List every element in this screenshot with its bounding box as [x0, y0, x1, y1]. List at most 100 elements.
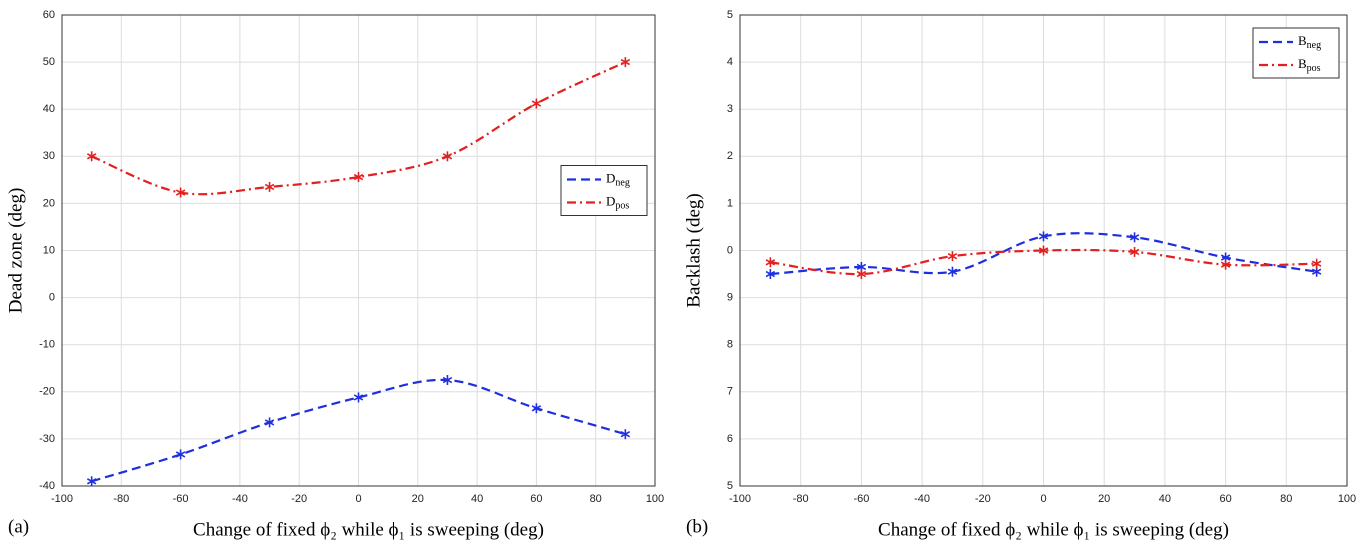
marker — [765, 269, 776, 280]
legend-subscript: pos — [1307, 63, 1321, 74]
marker — [175, 187, 186, 198]
y-tick-label: 10 — [43, 244, 55, 256]
y-axis-label: Dead zone (deg) — [5, 188, 26, 314]
marker-stroke — [947, 268, 958, 275]
legend-subscript: neg — [615, 178, 629, 189]
y-tick-label: 1 — [727, 197, 733, 209]
x-tick-label: 40 — [1159, 493, 1171, 505]
marker — [353, 172, 364, 183]
legend-box — [1252, 27, 1340, 79]
legend-name: D — [606, 193, 615, 208]
marker — [1220, 259, 1231, 270]
marker-stroke — [856, 263, 867, 271]
y-tick-label: 0 — [49, 292, 55, 304]
x-tick-label: -60 — [853, 493, 869, 505]
y-tick-label: 6 — [727, 433, 733, 445]
marker-stroke — [264, 183, 275, 191]
marker — [1311, 258, 1322, 269]
legend-subscript: pos — [615, 201, 629, 212]
legend-label: Bpos — [1298, 56, 1321, 74]
panel: -100 -80 -60 -40 -20 0 20 40 60 80 100-40-30-20-10… — [5, 9, 664, 540]
marker-stroke — [175, 189, 186, 196]
panel-label: (a) — [8, 516, 29, 537]
marker — [765, 257, 776, 268]
y-tick-label: 5 — [727, 9, 733, 21]
marker-stroke — [620, 58, 631, 66]
marker-stroke — [175, 451, 186, 458]
marker — [947, 266, 958, 277]
marker — [86, 476, 97, 487]
y-tick-label: 3 — [727, 103, 733, 115]
y-tick-label: 0 — [727, 244, 733, 256]
marker — [264, 417, 275, 428]
marker-stroke — [442, 153, 453, 160]
x-tick-label: -60 — [173, 493, 189, 505]
x-tick-label: -20 — [291, 493, 307, 505]
y-axis-label: Backlash (deg) — [683, 193, 704, 307]
x-tick-label: 80 — [1280, 493, 1292, 505]
x-tick-label: 100 — [1338, 493, 1356, 505]
marker — [1129, 246, 1140, 257]
x-tick-label: -100 — [51, 493, 73, 505]
marker-stroke — [1038, 233, 1049, 240]
marker-stroke — [442, 376, 453, 384]
marker-stroke — [765, 270, 776, 278]
x-tick-label: 40 — [471, 493, 483, 505]
legend-name: D — [606, 170, 615, 185]
y-tick-label: -30 — [39, 433, 55, 445]
x-tick-label: 80 — [590, 493, 602, 505]
y-tick-label: 40 — [43, 103, 55, 115]
y-tick-label: 50 — [43, 56, 55, 68]
y-tick-label: 7 — [727, 386, 733, 398]
marker-stroke — [620, 430, 631, 438]
marker — [1038, 245, 1049, 256]
marker-stroke — [856, 270, 867, 278]
marker-stroke — [264, 419, 275, 426]
legend-box — [560, 165, 648, 216]
marker-stroke — [947, 252, 958, 260]
legend-name: B — [1298, 33, 1307, 48]
x-tick-label: -20 — [975, 493, 991, 505]
x-axis-label: Change of fixed ϕ₂ while ϕ₁ is sweeping … — [193, 519, 544, 540]
panel-label: (b) — [686, 516, 708, 537]
legend-label: Dpos — [606, 193, 629, 211]
marker — [947, 251, 958, 262]
x-tick-label: 0 — [1040, 493, 1046, 505]
x-tick-label: -80 — [113, 493, 129, 505]
marker-stroke — [531, 100, 542, 107]
y-tick-label: 8 — [727, 339, 733, 351]
marker — [264, 181, 275, 192]
x-tick-label: 0 — [355, 493, 361, 505]
y-tick-label: 30 — [43, 150, 55, 162]
marker — [353, 392, 364, 403]
marker — [531, 98, 542, 109]
marker — [1038, 231, 1049, 242]
panel: -100 -80 -60 -40 -20 0 20 40 60 80 100 5 6 7 8 9 0 1 2 3 4 5 C… — [683, 9, 1356, 540]
y-tick-label: 4 — [727, 56, 733, 68]
x-tick-label: -100 — [729, 493, 751, 505]
marker-stroke — [531, 405, 542, 412]
marker — [86, 151, 97, 162]
y-tick-label: 20 — [43, 197, 55, 209]
axes-frame — [739, 14, 1348, 487]
x-tick-label: -40 — [914, 493, 930, 505]
legend-label: Bneg — [1298, 33, 1321, 51]
marker — [175, 449, 186, 460]
y-tick-label: 5 — [727, 480, 733, 492]
x-tick-label: 100 — [646, 493, 664, 505]
marker-stroke — [1220, 254, 1231, 261]
y-tick-label: 9 — [727, 292, 733, 304]
x-tick-label: -80 — [793, 493, 809, 505]
y-tick-label: -40 — [39, 480, 55, 492]
marker — [856, 269, 867, 280]
marker-stroke — [1311, 260, 1322, 267]
marker-stroke — [86, 153, 97, 160]
y-tick-label: -20 — [39, 386, 55, 398]
marker-stroke — [1220, 261, 1231, 268]
marker-stroke — [353, 173, 364, 181]
legend-name: B — [1298, 56, 1307, 71]
y-tick-label: 2 — [727, 150, 733, 162]
x-tick-label: -40 — [232, 493, 248, 505]
